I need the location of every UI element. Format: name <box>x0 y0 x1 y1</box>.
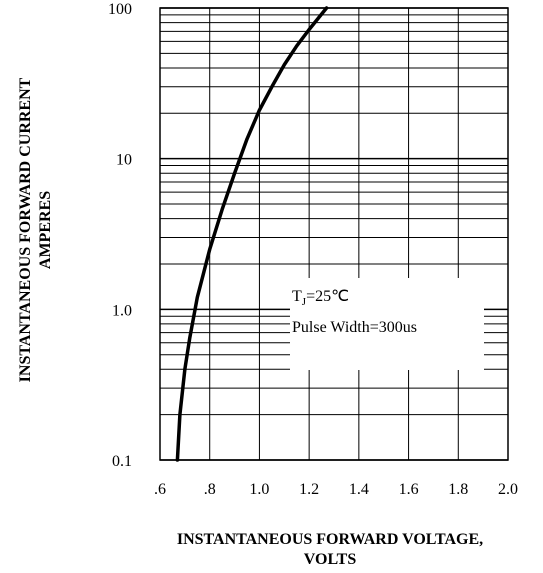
x-tick-label: 1.4 <box>349 481 369 498</box>
y-tick-label: 1.0 <box>112 302 132 319</box>
x-tick-label: 1.8 <box>448 481 468 498</box>
annotation-t: T <box>292 288 302 305</box>
y-axis-title-line-1: INSTANTANEOUS FORWARD CURRENT <box>17 77 34 382</box>
x-tick-labels: .6 .8 1.0 1.2 1.4 1.6 1.8 2.0 <box>154 481 518 498</box>
x-tick-label: 2.0 <box>498 481 518 498</box>
annotation-subscript: J <box>302 296 307 308</box>
y-tick-labels: 0.1 1.0 10 100 <box>108 1 132 470</box>
major-gridlines <box>159 7 509 461</box>
annotation-junction-temperature: TJ=25℃ <box>292 288 349 308</box>
plot-frame <box>159 7 509 461</box>
y-axis-title: INSTANTANEOUS FORWARD CURRENT AMPERES <box>17 77 54 382</box>
x-tick-label: .6 <box>154 481 166 498</box>
y-tick-label: 10 <box>116 152 132 169</box>
y-axis-title-line-2: AMPERES <box>37 191 54 269</box>
x-tick-label: 1.0 <box>249 481 269 498</box>
x-axis-title-line-1: INSTANTANEOUS FORWARD VOLTAGE, <box>177 531 483 548</box>
annotation-temp-value: =25℃ <box>306 288 349 305</box>
annotation-pulse-width: Pulse Width=300us <box>292 319 417 336</box>
x-tick-label: 1.2 <box>299 481 319 498</box>
annotation-box <box>290 278 484 370</box>
x-tick-label: 1.6 <box>399 481 419 498</box>
y-tick-label: 100 <box>108 1 132 18</box>
x-tick-label: .8 <box>204 481 216 498</box>
x-axis-title-line-2: VOLTS <box>304 551 357 568</box>
y-tick-label: 0.1 <box>112 453 132 470</box>
forward-iv-curve <box>175 6 329 462</box>
